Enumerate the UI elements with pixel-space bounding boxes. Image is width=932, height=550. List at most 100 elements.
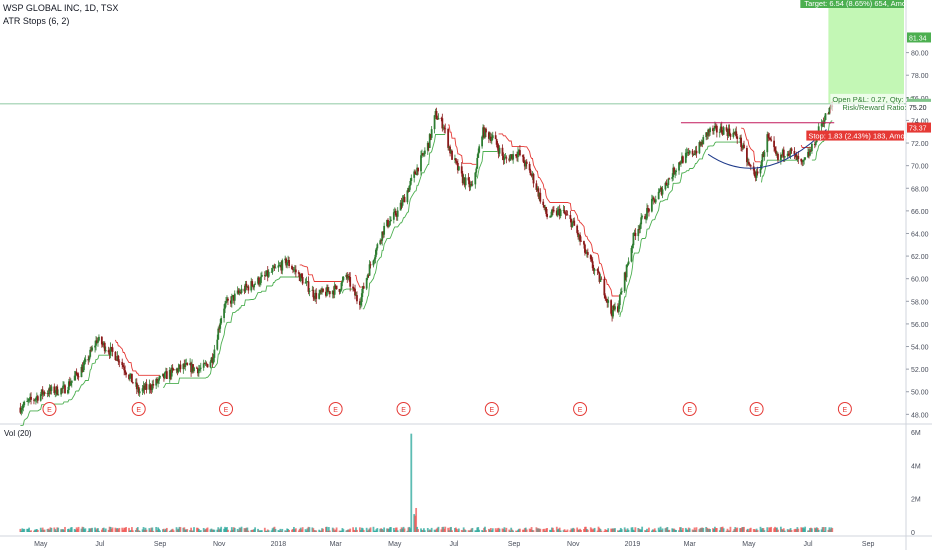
- candle-body: [572, 220, 575, 223]
- volume-bar: [258, 530, 260, 532]
- candle-body: [661, 189, 664, 195]
- volume-bar: [804, 526, 807, 532]
- candle-body: [179, 364, 182, 370]
- volume-bar: [693, 527, 696, 532]
- volume-bar: [423, 530, 426, 532]
- volume-bar: [497, 527, 500, 532]
- volume-bar: [373, 530, 376, 532]
- volume-bar: [64, 526, 66, 532]
- candle-body: [184, 363, 187, 367]
- volume-bar: [292, 529, 294, 532]
- volume-bar: [464, 530, 467, 532]
- candle-body: [305, 281, 308, 283]
- volume-bar: [394, 527, 397, 532]
- volume-bar: [358, 527, 361, 532]
- volume-bar: [43, 529, 46, 532]
- volume-bar: [414, 515, 417, 532]
- volume-bar: [810, 527, 812, 532]
- volume-bar: [658, 529, 661, 532]
- volume-bar: [456, 530, 459, 532]
- volume-bar: [239, 528, 242, 532]
- volume-bar: [454, 527, 456, 532]
- volume-bar: [87, 530, 90, 532]
- volume-bar: [647, 530, 649, 532]
- volume-bar: [776, 527, 778, 532]
- volume-bar: [787, 530, 790, 532]
- volume-bar: [76, 528, 79, 532]
- earnings-marker-icon: [42, 402, 57, 416]
- volume-bar: [661, 528, 664, 532]
- volume-bar: [811, 528, 813, 532]
- earnings-marker-label: E: [333, 407, 338, 414]
- candle-body: [380, 240, 383, 242]
- volume-bar: [21, 528, 24, 532]
- candle-body: [521, 155, 524, 157]
- volume-bar: [171, 528, 174, 532]
- volume-bar: [219, 528, 222, 532]
- candle-body: [30, 396, 32, 400]
- indicator-label[interactable]: ATR Stops (6, 2): [3, 16, 70, 26]
- candle-body: [565, 214, 568, 216]
- x-tick-label: May: [388, 541, 402, 548]
- volume-bar: [182, 527, 185, 532]
- volume-bar: [827, 529, 830, 532]
- candle-body: [489, 136, 492, 142]
- candle-body: [570, 219, 573, 228]
- candle-body: [713, 128, 715, 132]
- candle-body: [159, 376, 161, 378]
- volume-bar: [169, 530, 172, 532]
- volume-bar: [359, 530, 362, 532]
- volume-bar: [27, 528, 30, 532]
- volume-bar: [118, 527, 121, 532]
- volume-bar: [98, 530, 100, 532]
- candle-body: [585, 252, 588, 254]
- candle-body: [786, 153, 789, 157]
- candle-body: [457, 166, 460, 171]
- volume-bar: [813, 527, 816, 532]
- candle-body: [251, 281, 254, 286]
- volume-bar: [815, 527, 818, 532]
- candle-body: [474, 172, 477, 185]
- candle-body: [740, 137, 742, 147]
- candle-body: [94, 345, 96, 348]
- candle-body: [801, 161, 804, 163]
- candle-body: [285, 258, 288, 266]
- candle-body: [762, 153, 765, 157]
- volume-bar: [570, 528, 573, 532]
- volume-bar: [422, 528, 425, 532]
- volume-bar: [240, 526, 243, 532]
- candle-body: [219, 323, 222, 329]
- candle-body: [232, 295, 235, 301]
- volume-bar: [563, 529, 566, 532]
- candle-body: [407, 190, 410, 192]
- volume-bar: [55, 530, 58, 532]
- volume-bar: [756, 530, 759, 532]
- candle-body: [413, 171, 416, 178]
- candle-body: [494, 135, 497, 140]
- candle-body: [36, 396, 39, 401]
- candle-body: [64, 385, 66, 394]
- volume-bar: [189, 530, 192, 532]
- volume-bar: [766, 527, 769, 532]
- candle-body: [273, 266, 276, 268]
- volume-bar: [522, 529, 525, 532]
- volume-bar: [49, 527, 52, 532]
- volume-bar: [369, 527, 372, 532]
- volume-bar: [131, 530, 134, 532]
- volume-bar: [362, 530, 365, 532]
- cup-arc: [707, 129, 827, 169]
- volume-bar: [433, 529, 436, 532]
- volume-bar: [100, 529, 103, 532]
- volume-bar: [28, 527, 31, 532]
- volume-bar: [308, 527, 311, 532]
- candle-body: [320, 290, 322, 292]
- candle-body: [618, 294, 621, 306]
- candle-body: [441, 118, 444, 129]
- candle-body: [714, 125, 717, 127]
- volume-bar: [233, 527, 236, 532]
- volume-bar: [640, 529, 643, 532]
- candle-body: [365, 278, 368, 289]
- earnings-marker-icon: [328, 402, 343, 416]
- candle-body: [734, 131, 737, 134]
